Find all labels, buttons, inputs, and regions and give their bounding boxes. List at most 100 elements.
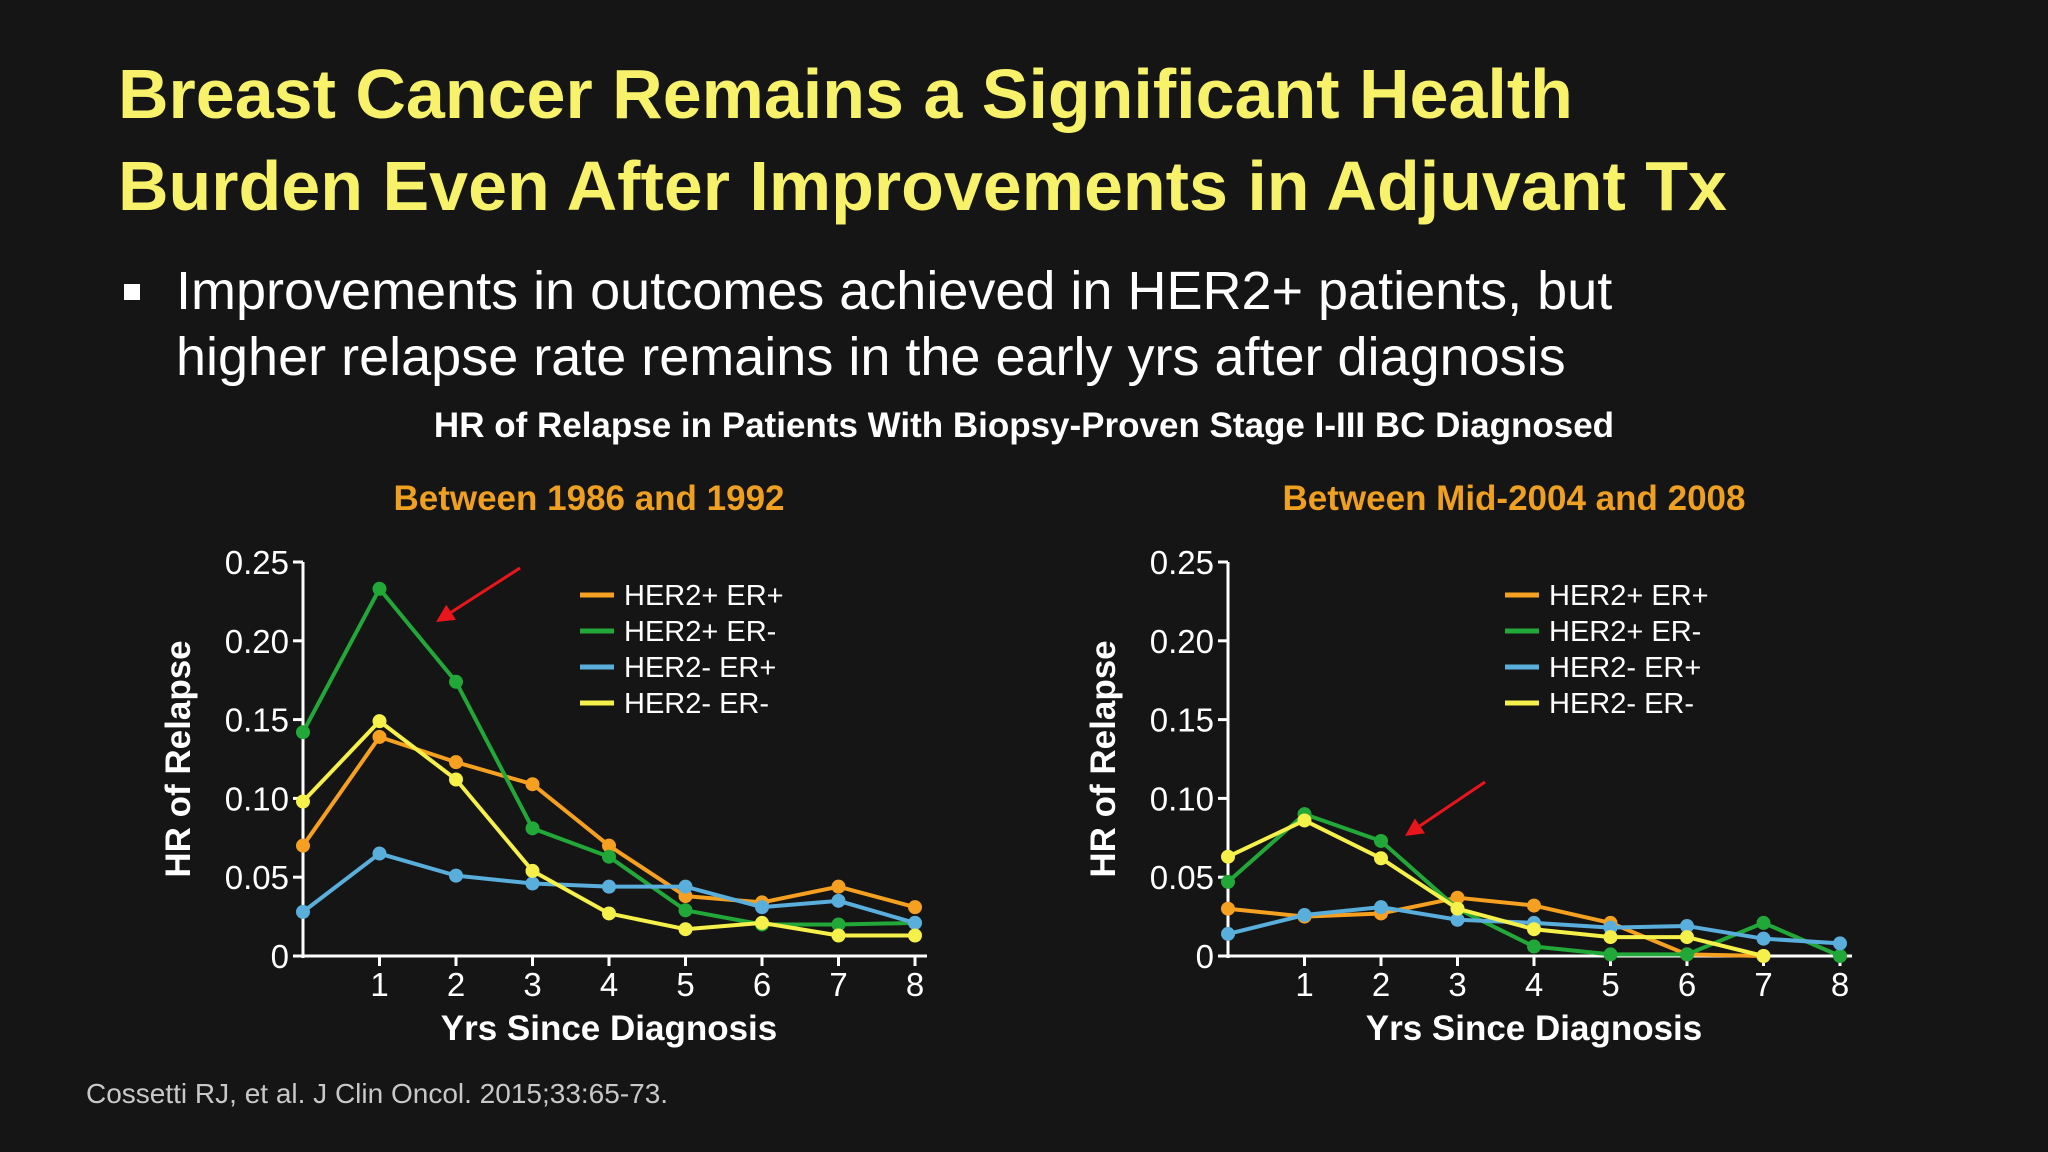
data-point-her2pos-erpos (296, 838, 310, 853)
y-tick-label: 0.10 (1150, 780, 1214, 817)
data-point-her2pos-erpos (372, 729, 387, 744)
bullet-line: Improvements in outcomes achieved in HER… (176, 261, 1613, 321)
data-point-her2pos-erneg (1833, 949, 1847, 963)
x-tick-label: 7 (1754, 966, 1772, 1003)
data-point-her2neg-erneg (1527, 922, 1541, 937)
series-line-her2pos-erpos (1227, 895, 1764, 958)
data-point-her2pos-erpos (831, 879, 846, 894)
y-tick-label: 0 (1196, 938, 1214, 975)
data-point-her2pos-erneg (1221, 874, 1235, 889)
red-arrow-shaft (450, 566, 521, 614)
red-arrow-icon (436, 604, 457, 622)
data-point-her2neg-erpos (755, 900, 769, 915)
series-line-her2neg-erneg (1227, 818, 1764, 958)
slide-title: Breast Cancer Remains a Significant Heal… (118, 48, 1998, 232)
red-arrow-shaft (1419, 780, 1486, 828)
chart-right-svg: Between Mid-2004 and 2008 0 0.05 0.10 0.15 0.… (1084, 479, 1852, 1048)
legend-label: HER2- ER- (1549, 688, 1694, 720)
x-tick-label: 4 (1525, 966, 1543, 1003)
data-point-her2neg-erpos (1374, 900, 1388, 915)
data-point-her2pos-erneg (449, 674, 463, 689)
data-point-her2neg-erneg (1374, 851, 1388, 866)
x-tick-label: 3 (1448, 966, 1466, 1003)
data-point-her2pos-erpos (1221, 901, 1235, 916)
legend-label: HER2+ ER- (1549, 616, 1701, 648)
y-tick-label: 0.05 (1150, 859, 1214, 896)
data-point-her2neg-erpos (449, 868, 463, 883)
x-tick-label: 1 (370, 966, 388, 1003)
data-point-her2neg-erpos (678, 879, 693, 894)
x-tick-label: 2 (1372, 966, 1390, 1003)
data-point-her2neg-erpos (908, 915, 922, 930)
data-point-her2pos-erneg (525, 821, 540, 836)
data-point-her2neg-erpos (1221, 926, 1235, 941)
chart-left-svg: Between 1986 and 1992 0 0.05 0.10 0.15 0.20 0.… (159, 479, 927, 1048)
data-point-her2neg-erneg (1680, 930, 1694, 945)
x-tick-label: 5 (1601, 966, 1619, 1003)
y-tick-label: 0.20 (1150, 623, 1214, 660)
data-point-her2neg-erpos (1833, 936, 1847, 951)
chart-main-title: HR of Relapse in Patients With Biopsy-Pr… (433, 406, 1615, 445)
x-tick-label: 4 (600, 966, 618, 1003)
data-point-her2neg-erneg (525, 863, 540, 878)
data-point-her2pos-erneg (831, 917, 846, 932)
data-point-her2pos-erpos (1450, 890, 1465, 905)
x-tick-label: 6 (1678, 966, 1696, 1003)
slide-title-line: Burden Even After Improvements in Adjuva… (118, 147, 1727, 225)
data-point-her2pos-erneg (1374, 833, 1388, 848)
data-point-her2neg-erneg (1450, 901, 1465, 916)
data-point-her2neg-erneg (755, 915, 769, 930)
x-tick-label: 3 (523, 966, 541, 1003)
square-bullet-icon (124, 284, 140, 300)
data-point-her2neg-erneg (296, 794, 310, 809)
chart-subtitle: Between Mid-2004 and 2008 (1283, 479, 1746, 518)
red-arrow-icon (1405, 818, 1425, 836)
y-tick-label: 0 (271, 938, 289, 975)
y-axis-title: HR of Relapse (1084, 640, 1123, 877)
chart-subtitle: Between 1986 and 1992 (393, 479, 784, 518)
data-point-her2neg-erpos (1756, 931, 1771, 946)
y-tick-label: 0.15 (225, 702, 289, 739)
data-point-her2pos-erneg (1603, 947, 1618, 962)
x-tick-label: 5 (676, 966, 694, 1003)
x-tick-label: 8 (906, 966, 924, 1003)
chart-right: Between Mid-2004 and 2008 0 0.05 0.10 0.15 0.… (965, 470, 1865, 1070)
x-tick-label: 6 (753, 966, 771, 1003)
data-point-her2pos-erpos (908, 900, 922, 915)
series-line-her2pos-erneg (301, 586, 916, 927)
data-point-her2pos-erneg (1680, 947, 1694, 962)
legend-label: HER2- ER+ (1549, 652, 1701, 684)
legend-label: HER2+ ER- (624, 616, 776, 648)
x-tick-label: 2 (447, 966, 465, 1003)
data-point-her2neg-erneg (1221, 849, 1235, 864)
legend-label: HER2- ER- (624, 688, 769, 720)
x-axis-title: Yrs Since Diagnosis (441, 1009, 778, 1048)
data-point-her2neg-erpos (372, 846, 387, 861)
legend-label: HER2- ER+ (624, 652, 776, 684)
y-tick-label: 0.25 (1150, 544, 1214, 581)
data-point-her2neg-erneg (678, 922, 693, 937)
x-axis-title: Yrs Since Diagnosis (1366, 1009, 1703, 1048)
data-point-her2pos-erpos (602, 838, 616, 853)
data-point-her2neg-erpos (831, 893, 846, 908)
slide-title-line: Breast Cancer Remains a Significant Heal… (118, 55, 1573, 133)
data-point-her2neg-erneg (602, 906, 616, 921)
data-point-her2neg-erneg (372, 714, 387, 729)
data-point-her2pos-erneg (602, 849, 616, 864)
data-point-her2neg-erneg (831, 928, 846, 943)
y-tick-label: 0.15 (1150, 702, 1214, 739)
data-point-her2neg-erpos (1297, 908, 1312, 923)
data-point-her2neg-erpos (1450, 912, 1465, 927)
data-point-her2pos-erpos (1527, 898, 1541, 913)
x-tick-label: 8 (1831, 966, 1849, 1003)
bullet-text: Improvements in outcomes achieved in HER… (176, 258, 1976, 390)
bullet-line: higher relapse rate remains in the early… (176, 327, 1566, 387)
data-point-her2neg-erpos (525, 876, 540, 891)
y-tick-label: 0.05 (225, 859, 289, 896)
data-point-her2pos-erneg (1527, 939, 1541, 954)
data-point-her2neg-erpos (296, 904, 310, 919)
data-point-her2neg-erneg (908, 928, 922, 943)
data-point-her2neg-erneg (1756, 949, 1771, 963)
y-tick-label: 0.25 (225, 544, 289, 581)
data-point-her2neg-erneg (1297, 813, 1312, 828)
